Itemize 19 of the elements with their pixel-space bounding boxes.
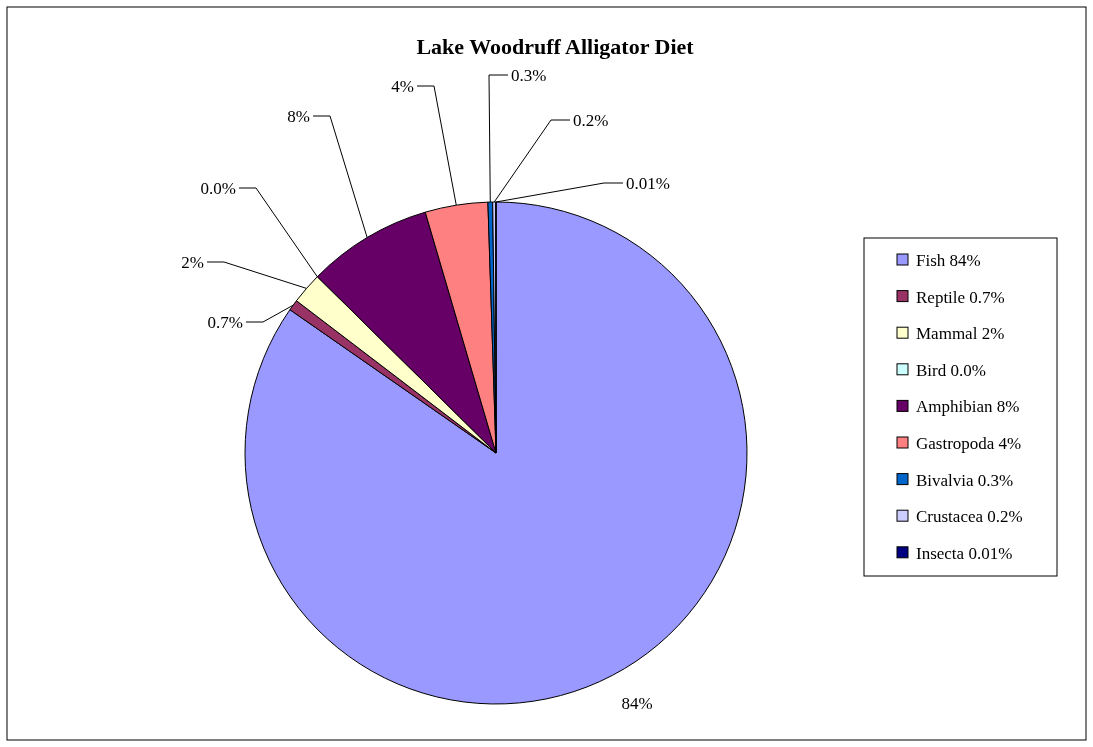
legend-label: Gastropoda 4%	[916, 434, 1022, 453]
legend-label: Bird 0.0%	[916, 360, 986, 380]
data-label: 0.7%	[207, 313, 243, 332]
data-label: 8%	[287, 107, 310, 126]
text: 0.0%	[200, 179, 236, 198]
legend-label: Fish 84%	[916, 251, 981, 270]
data-label: 0.3%	[511, 66, 547, 85]
data-label: 4%	[391, 77, 414, 96]
data-label: 0.01%	[626, 174, 670, 193]
legend-label: Bivalvia 0.3%	[916, 470, 1014, 490]
data-label: 2%	[181, 253, 204, 272]
chart-title: Lake Woodruff Alligator Diet	[416, 34, 695, 59]
data-label: 0.2%	[573, 111, 609, 130]
legend-label: Mammal 2%	[916, 324, 1005, 344]
legend-label: Crustacea 0.2%	[916, 507, 1023, 527]
legend-label: Amphibian 8%	[916, 397, 1020, 417]
legend-label: Reptile 0.7%	[916, 287, 1005, 307]
data-label: 84%	[621, 694, 653, 713]
legend-label: Insecta 0.01%	[916, 543, 1013, 563]
